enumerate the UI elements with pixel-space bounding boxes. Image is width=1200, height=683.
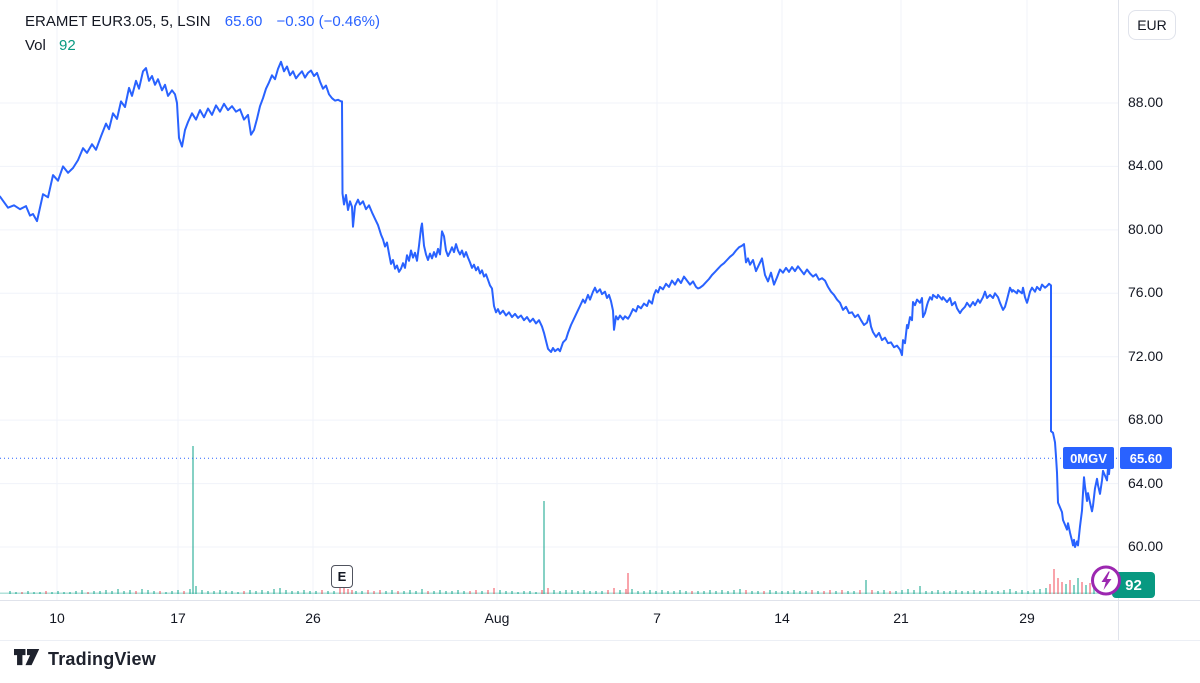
currency-button[interactable]: EUR	[1128, 10, 1176, 40]
x-axis-label: 14	[774, 610, 790, 626]
y-axis-label: 72.00	[1128, 347, 1164, 364]
volume-label: Vol	[25, 37, 46, 54]
last-price-badge[interactable]: 65.60	[1120, 447, 1172, 470]
price-change-percent: (−0.46%)	[318, 13, 380, 30]
chart-bottom-border	[0, 640, 1200, 641]
x-axis-label: 26	[305, 610, 321, 626]
tradingview-logo-mark	[14, 649, 40, 666]
time-axis-separator	[0, 600, 1200, 601]
y-axis-label: 60.00	[1128, 537, 1164, 554]
earnings-event-marker[interactable]: E	[331, 565, 353, 588]
price-change: −0.30	[276, 13, 315, 30]
x-axis-label: 10	[49, 610, 65, 626]
y-axis-label: 68.00	[1128, 411, 1164, 428]
y-axis-label: 84.00	[1128, 157, 1164, 174]
data-mode-badge[interactable]: 0MGV	[1063, 447, 1114, 470]
price-axis-separator	[1118, 0, 1119, 640]
chart-canvas[interactable]	[0, 0, 1200, 600]
x-axis-label: 17	[170, 610, 186, 626]
tradingview-logo[interactable]: TradingView	[14, 648, 156, 670]
y-axis-label: 64.00	[1128, 474, 1164, 491]
symbol-legend[interactable]: ERAMET EUR3.05, 5, LSIN 65.60 −0.30 (−0.…	[25, 13, 380, 30]
volume-value: 92	[59, 37, 76, 54]
flash-icon[interactable]	[1089, 563, 1123, 598]
x-axis-label: Aug	[484, 610, 510, 626]
volume-legend[interactable]: Vol 92	[25, 37, 76, 54]
y-axis-label: 76.00	[1128, 284, 1164, 301]
brand-name: TradingView	[48, 648, 156, 669]
y-axis-label: 88.00	[1128, 94, 1164, 110]
x-axis-label: 7	[653, 610, 661, 626]
x-axis-label: 29	[1019, 610, 1035, 626]
time-axis[interactable]: 10 17 26 Aug 7 14 21 29	[0, 600, 1118, 640]
last-price-value: 65.60	[224, 13, 263, 30]
last-price-row: 0MGV 65.60	[0, 447, 1200, 470]
y-axis-label: 80.00	[1128, 220, 1164, 237]
symbol-title[interactable]: ERAMET EUR3.05, 5, LSIN	[25, 13, 211, 30]
x-axis-label: 21	[893, 610, 909, 626]
price-axis[interactable]: 88.00 84.00 80.00 76.00 72.00 68.00 64.00 60.00	[1118, 0, 1200, 600]
